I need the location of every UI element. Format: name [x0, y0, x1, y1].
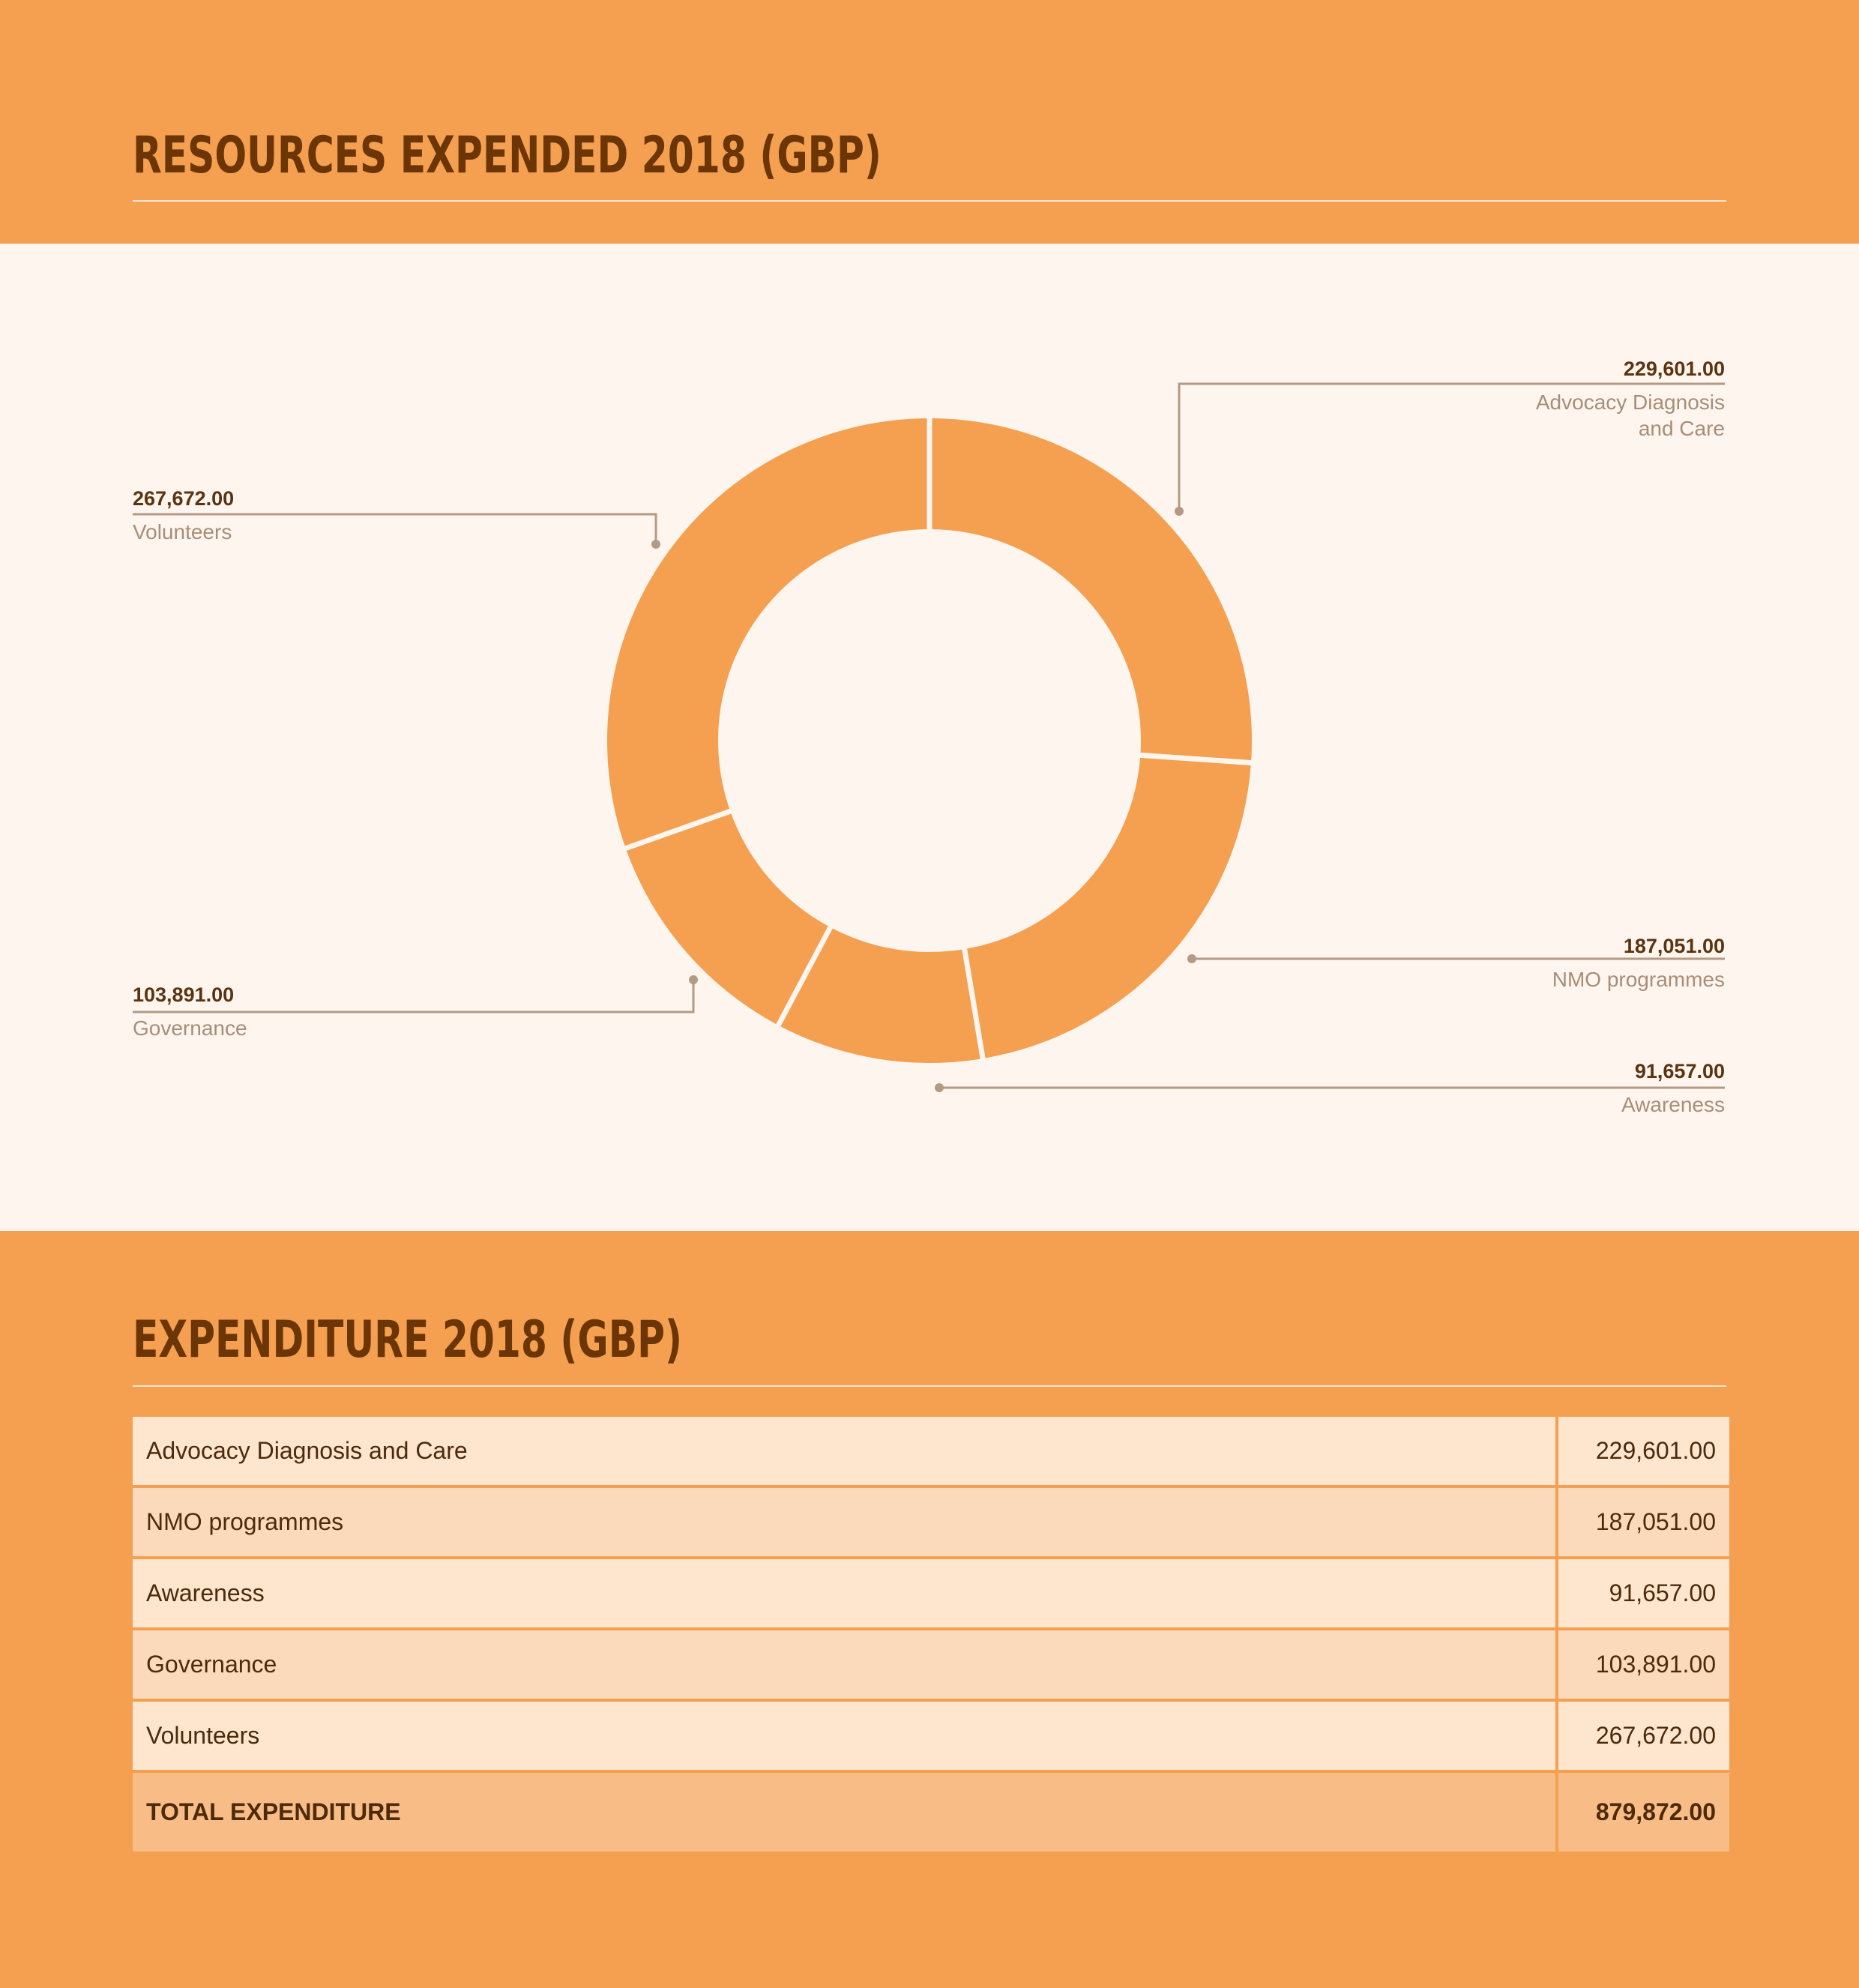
slice-category-label: Awareness: [1621, 1093, 1725, 1116]
top-band: [0, 0, 1859, 244]
table-row: Governance 103,891.00: [133, 1630, 1729, 1699]
donut-slices: [606, 415, 1255, 1063]
donut-slice: [778, 927, 983, 1063]
slice-value-label: 91,657.00: [1635, 1060, 1725, 1082]
row-amount: 187,051.00: [1558, 1488, 1729, 1556]
slice-category-label: Governance: [133, 1016, 247, 1040]
slice-category-label: Advocacy Diagnosis: [1536, 391, 1725, 414]
chart-heading-rule: [133, 200, 1726, 202]
leader-dot: [1175, 507, 1184, 516]
table-row: Advocacy Diagnosis and Care 229,601.00: [133, 1417, 1729, 1485]
table-total-row: TOTAL EXPENDITURE 879,872.00: [133, 1773, 1729, 1852]
slice-separator: [621, 808, 733, 852]
slice-separator: [961, 947, 986, 1062]
total-amount: 879,872.00: [1558, 1773, 1729, 1852]
slice-category-label: Volunteers: [133, 520, 232, 543]
chart-heading: RESOURCES EXPENDED 2018 (GBP): [133, 126, 882, 185]
row-name: Advocacy Diagnosis and Care: [133, 1417, 1555, 1485]
table-heading: EXPENDITURE 2018 (GBP): [133, 1310, 682, 1370]
leader-dot: [935, 1083, 944, 1092]
slice-category-label: NMO programmes: [1552, 968, 1725, 991]
slice-separator: [774, 924, 834, 1029]
donut-slice: [606, 418, 930, 849]
donut-slice: [930, 418, 1252, 763]
row-name: Volunteers: [133, 1702, 1555, 1770]
row-name: NMO programmes: [133, 1488, 1555, 1556]
donut-slice: [625, 811, 831, 1025]
row-amount: 267,672.00: [1558, 1702, 1729, 1770]
leader-dot: [1187, 954, 1196, 963]
leader-line: [1178, 382, 1725, 511]
leader-dot: [651, 540, 660, 549]
donut-chart: 229,601.00 Advocacy Diagnosis and Care 187,…: [133, 358, 1725, 1116]
row-name: Governance: [133, 1630, 1555, 1699]
table-heading-rule: [133, 1385, 1726, 1387]
row-amount: 103,891.00: [1558, 1630, 1729, 1699]
row-amount: 229,601.00: [1558, 1417, 1729, 1485]
slice-callouts: 229,601.00 Advocacy Diagnosis and Care 187,…: [133, 358, 1725, 1116]
leader-line: [133, 513, 657, 544]
row-name: Awareness: [133, 1559, 1555, 1627]
total-label: TOTAL EXPENDITURE: [133, 1773, 1555, 1852]
leader-dot: [689, 975, 698, 984]
expenditure-table: Advocacy Diagnosis and Care 229,601.00 N…: [133, 1417, 1729, 1855]
slice-value-label: 187,051.00: [1624, 935, 1725, 957]
slice-value-label: 103,891.00: [133, 984, 234, 1006]
chart-panel: [0, 244, 1859, 1231]
table-row: NMO programmes 187,051.00: [133, 1488, 1729, 1556]
slice-value-label: 267,672.00: [133, 487, 234, 510]
donut-slice: [964, 755, 1251, 1059]
row-amount: 91,657.00: [1558, 1559, 1729, 1627]
table-row: Awareness 91,657.00: [133, 1559, 1729, 1627]
leader-line: [133, 980, 695, 1013]
table-row: Volunteers 267,672.00: [133, 1702, 1729, 1770]
slice-separator: [1139, 752, 1255, 766]
slice-value-label: 229,601.00: [1624, 358, 1725, 380]
slice-category-label: and Care: [1639, 417, 1725, 440]
